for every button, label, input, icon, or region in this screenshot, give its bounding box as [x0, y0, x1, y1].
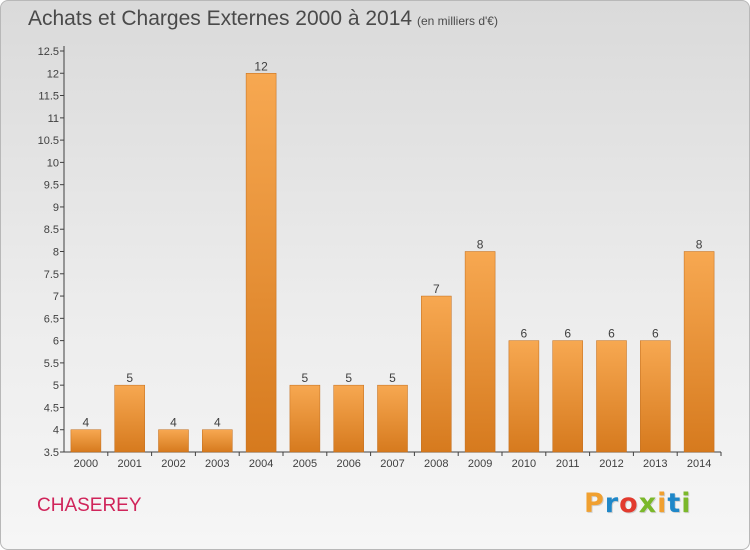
- bar-2012: [596, 340, 627, 453]
- logo-letter: x: [638, 488, 658, 519]
- data-label: 8: [477, 238, 484, 252]
- data-label: 4: [170, 416, 177, 430]
- data-label: 5: [126, 371, 133, 385]
- y-tick-label: 4: [53, 425, 59, 437]
- y-tick-label: 10.5: [38, 135, 59, 147]
- proxiti-logo[interactable]: Proxiti: [584, 488, 692, 519]
- data-label: 5: [302, 371, 309, 385]
- bar-2006: [333, 384, 364, 453]
- bar-2010: [508, 340, 540, 453]
- data-label: 4: [214, 416, 221, 430]
- data-label: 12: [254, 59, 268, 73]
- logo-letter: r: [604, 488, 620, 519]
- y-tick-label: 4.5: [44, 402, 59, 414]
- data-label: 8: [696, 238, 703, 252]
- x-tick-label: 2004: [249, 458, 273, 470]
- chart-subtitle: (en milliers d'€): [417, 14, 498, 28]
- bar-2003: [202, 429, 233, 453]
- logo-letter: i: [657, 488, 668, 519]
- bar-2005: [289, 384, 321, 453]
- data-label: 7: [433, 282, 440, 296]
- x-tick-label: 2011: [556, 458, 580, 470]
- y-tick-label: 6.5: [44, 313, 59, 325]
- x-tick-label: 2003: [205, 458, 229, 470]
- x-tick-label: 2009: [468, 458, 492, 470]
- x-tick-label: 2006: [336, 458, 360, 470]
- commune-name: CHASEREY: [37, 495, 142, 516]
- chart-title: Achats et Charges Externes 2000 à 2014: [28, 7, 413, 30]
- bar-2002: [158, 429, 189, 453]
- data-label: 6: [521, 327, 528, 341]
- bar-2008: [421, 295, 452, 453]
- data-label: 5: [345, 371, 352, 385]
- y-tick-label: 8: [53, 247, 59, 259]
- bar-2014: [683, 251, 715, 453]
- y-tick-label: 11: [48, 113, 59, 125]
- y-tick-label: 8.5: [44, 224, 59, 236]
- logo-letter: o: [619, 488, 639, 519]
- y-tick-label: 6: [53, 336, 59, 348]
- x-tick-label: 2001: [117, 458, 141, 470]
- logo-letter: t: [667, 488, 682, 519]
- x-tick-label: 2002: [161, 458, 185, 470]
- data-label: 5: [389, 371, 396, 385]
- bar-2011: [552, 340, 583, 453]
- y-tick-label: 7: [53, 291, 59, 303]
- bar-2007: [377, 384, 408, 453]
- x-tick-label: 2000: [74, 458, 98, 470]
- data-label: 6: [608, 327, 615, 341]
- x-tick-label: 2007: [380, 458, 404, 470]
- bar-2009: [464, 251, 496, 453]
- logo-letter: P: [584, 488, 605, 519]
- bar-2013: [640, 340, 671, 453]
- y-tick-label: 10: [47, 157, 59, 169]
- y-tick-label: 5: [53, 380, 59, 392]
- y-tick-label: 5.5: [44, 358, 59, 370]
- y-tick-label: 12: [47, 68, 59, 80]
- data-label: 6: [652, 327, 659, 341]
- bar-2000: [70, 429, 102, 453]
- bar-2001: [114, 384, 145, 453]
- data-label: 4: [83, 416, 90, 430]
- y-tick-label: 9.5: [44, 180, 59, 192]
- data-label: 6: [564, 327, 571, 341]
- y-tick-label: 12.5: [38, 46, 59, 58]
- y-tick-label: 11.5: [38, 91, 59, 103]
- y-tick-label: 7.5: [44, 269, 59, 281]
- logo-letter: i: [681, 488, 692, 519]
- y-tick-label: 3.5: [44, 447, 59, 459]
- x-tick-label: 2014: [687, 458, 711, 470]
- x-tick-label: 2010: [512, 458, 536, 470]
- x-tick-label: 2008: [424, 458, 448, 470]
- x-tick-label: 2013: [643, 458, 667, 470]
- y-tick-label: 9: [53, 202, 59, 214]
- x-tick-label: 2012: [599, 458, 623, 470]
- x-tick-label: 2005: [293, 458, 317, 470]
- bar-2004: [245, 73, 277, 453]
